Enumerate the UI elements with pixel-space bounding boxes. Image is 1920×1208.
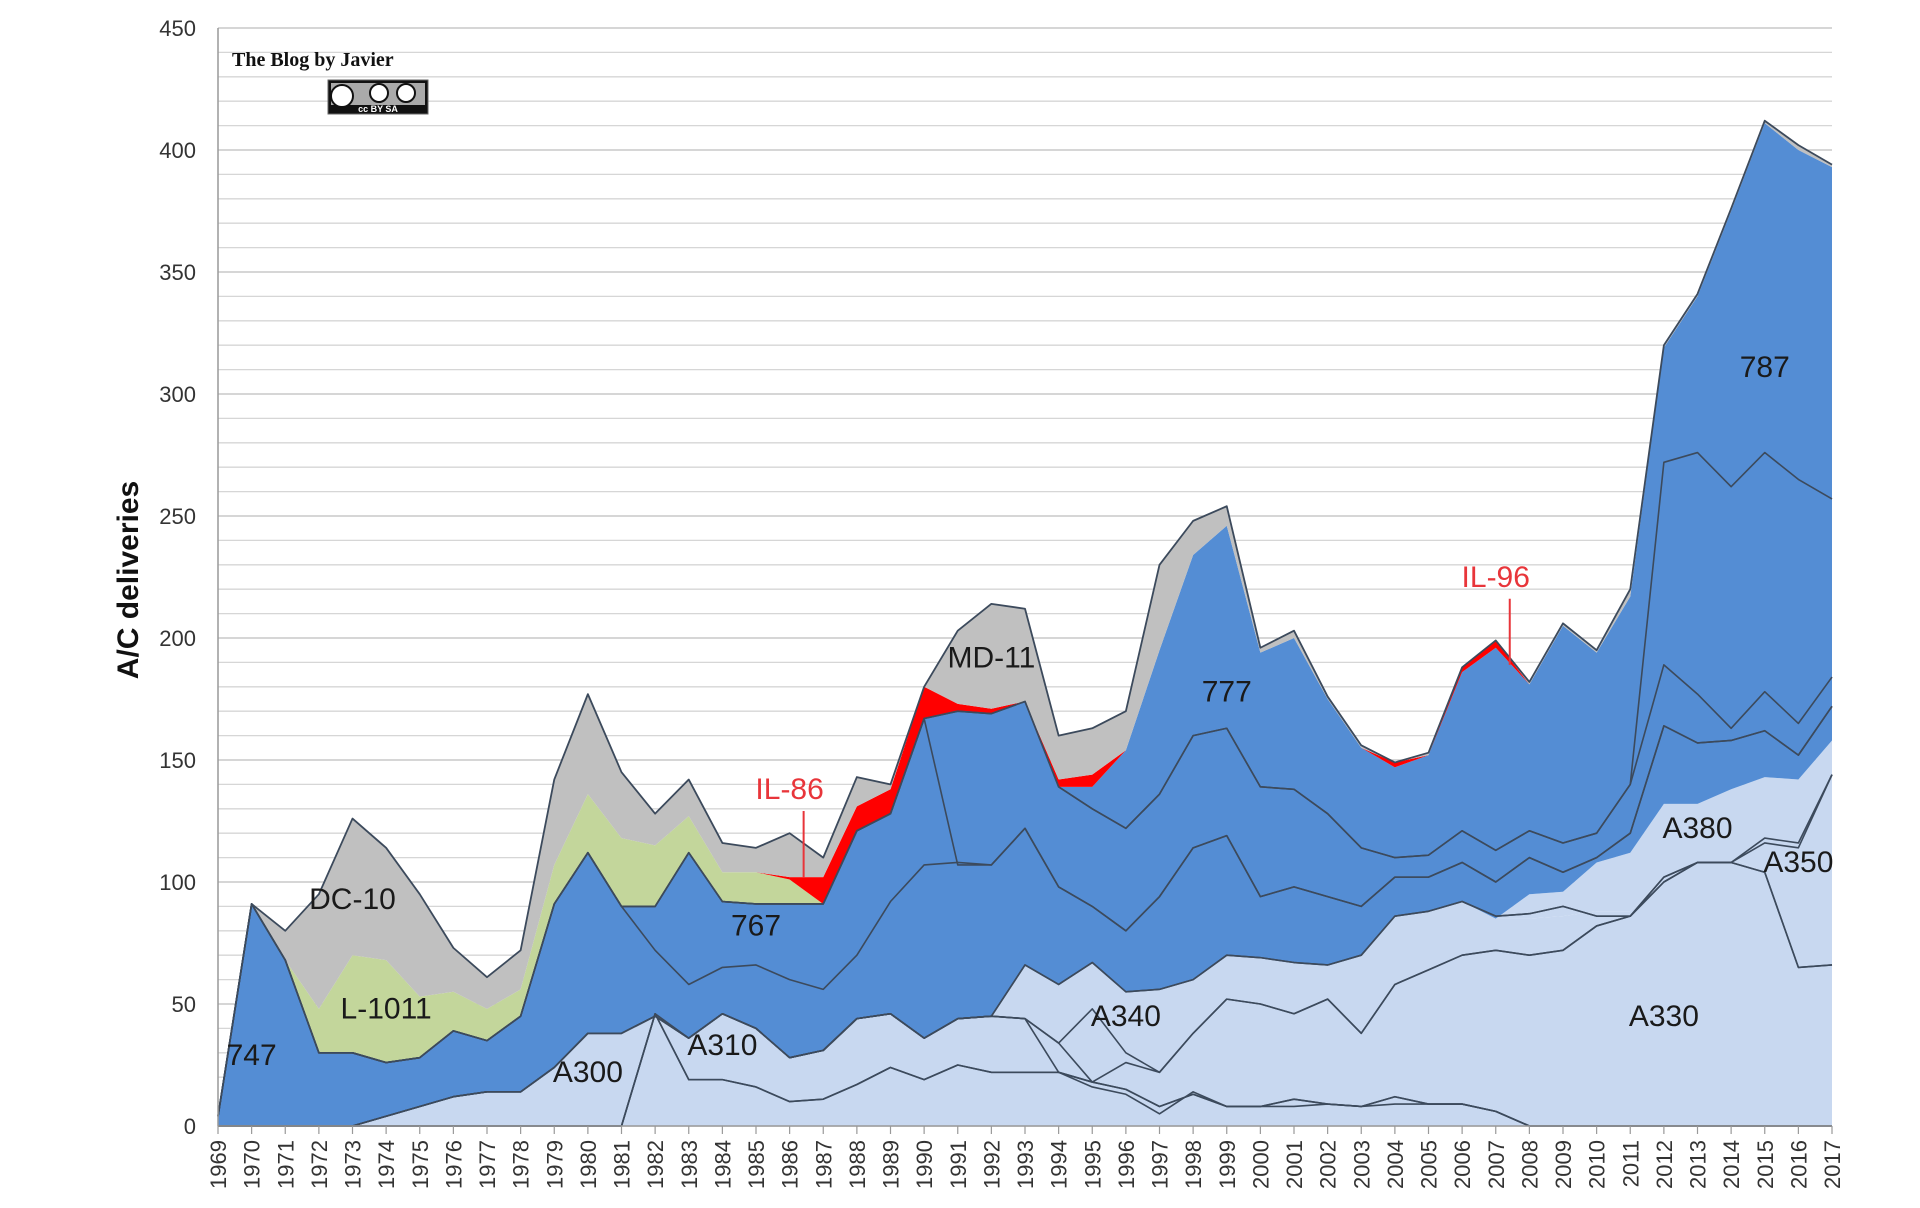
y-tick-label: 150	[159, 748, 196, 773]
x-tick-labels: 1969 1970 1971 1972 1973 1974 1975 1976 1977 1978…	[206, 1140, 1845, 1189]
area-dc-10	[218, 120, 1832, 1117]
x-tick-label: 2017	[1820, 1140, 1845, 1189]
x-tick-label: 2006	[1450, 1140, 1475, 1189]
label-md-11: MD-11	[947, 641, 1035, 674]
x-tick-label: 2012	[1652, 1140, 1677, 1189]
x-tick-label: 1985	[744, 1140, 769, 1189]
cc-badge-text: cc BY SA	[358, 104, 398, 114]
x-tick-label: 1984	[710, 1140, 735, 1189]
area-a300	[218, 857, 1832, 1126]
x-tick-label: 2009	[1551, 1140, 1576, 1189]
x-tick-label: 1973	[341, 1140, 366, 1189]
x-tick-label: 1992	[979, 1140, 1004, 1189]
x-tick-label: 1988	[845, 1140, 870, 1189]
label-il-86: IL-86	[755, 773, 823, 806]
cc-icon	[330, 84, 354, 108]
y-tick-label: 200	[159, 626, 196, 651]
area-l-1011	[218, 123, 1832, 1117]
label-767: 767	[731, 910, 781, 943]
x-tick-label: 1995	[1080, 1140, 1105, 1189]
by-icon	[369, 83, 389, 103]
y-tick-label: 50	[172, 992, 196, 1017]
x-tick-label: 2008	[1517, 1140, 1542, 1189]
x-tick-label: 2002	[1316, 1140, 1341, 1189]
x-tick-label: 2001	[1282, 1140, 1307, 1189]
y-tick-label: 400	[159, 138, 196, 163]
series-boundary-line	[217, 451, 1833, 1117]
area-747	[218, 123, 1832, 1126]
x-tick-label: 1993	[1013, 1140, 1038, 1189]
label-777: 777	[1202, 675, 1252, 708]
x-tick-label: 1981	[610, 1140, 635, 1189]
label-a350: A350	[1763, 846, 1833, 879]
area-a340	[218, 774, 1832, 1126]
outer-envelope-line	[217, 119, 1833, 1117]
x-tick-label: 2010	[1585, 1140, 1610, 1189]
label-il-96: IL-96	[1462, 561, 1530, 594]
x-tick-label: 1997	[1148, 1140, 1173, 1189]
y-tick-label: 350	[159, 260, 196, 285]
y-tick-label: 300	[159, 382, 196, 407]
x-tick-label: 1978	[509, 1140, 534, 1189]
series-labels: 747 L-1011 DC-10 A300 A310 767 IL-86 MD-11 A340 7…	[227, 351, 1834, 1089]
x-tick-label: 1980	[576, 1140, 601, 1189]
x-tick-label: 1977	[475, 1140, 500, 1189]
x-tick-label: 1971	[273, 1140, 298, 1189]
x-tick-label: 1970	[240, 1140, 265, 1189]
x-tick-label: 1983	[677, 1140, 702, 1189]
label-a300: A300	[553, 1056, 623, 1089]
x-tick-label: 2004	[1383, 1140, 1408, 1189]
x-tick-label: 2000	[1248, 1140, 1273, 1189]
x-tick-label: 2005	[1417, 1140, 1442, 1189]
label-a380: A380	[1662, 812, 1732, 845]
x-tick-label: 1989	[879, 1140, 904, 1189]
x-tick-label: 1998	[1181, 1140, 1206, 1189]
y-tick-label: 250	[159, 504, 196, 529]
x-tick-label: 1979	[542, 1140, 567, 1189]
x-tick-label: 1969	[206, 1140, 231, 1189]
y-tick-label: 0	[184, 1114, 196, 1139]
y-tick-label: 450	[159, 16, 196, 41]
x-tick-label: 2007	[1484, 1140, 1509, 1189]
label-l-1011: L-1011	[341, 993, 432, 1026]
x-tick-label: 2014	[1719, 1140, 1744, 1189]
x-tick-label: 1975	[408, 1140, 433, 1189]
x-tick-label: 1990	[912, 1140, 937, 1189]
axes	[217, 28, 1833, 1134]
x-tick-label: 1972	[307, 1140, 332, 1189]
x-tick-label: 1976	[441, 1140, 466, 1189]
label-747: 747	[227, 1039, 277, 1072]
x-tick-label: 1987	[811, 1140, 836, 1189]
x-tick-label: 2015	[1753, 1140, 1778, 1189]
label-787: 787	[1740, 351, 1790, 384]
x-tick-label: 1986	[778, 1140, 803, 1189]
x-tick-label: 2016	[1786, 1140, 1811, 1189]
x-tick-label: 2013	[1686, 1140, 1711, 1189]
label-dc-10: DC-10	[309, 883, 396, 916]
x-tick-label: 1994	[1047, 1140, 1072, 1189]
sa-icon	[396, 83, 416, 103]
x-tick-label: 1999	[1215, 1140, 1240, 1189]
watermark-text: The Blog by Javier	[232, 49, 394, 71]
y-tick-label: 100	[159, 870, 196, 895]
y-tick-labels: 0 50 100 150 200 250 300 350 400 450	[159, 16, 196, 1139]
area-layers	[218, 120, 1832, 1126]
x-tick-label: 1974	[374, 1140, 399, 1189]
x-tick-label: 1996	[1114, 1140, 1139, 1189]
y-axis-label: A/C deliveries	[112, 481, 145, 679]
cc-license-badge: cc BY SA	[327, 79, 429, 115]
label-a330: A330	[1629, 1000, 1699, 1033]
x-tick-label: 1991	[946, 1140, 971, 1189]
label-a310: A310	[687, 1029, 757, 1062]
x-tick-label: 1982	[643, 1140, 668, 1189]
label-a340: A340	[1091, 1000, 1161, 1033]
series-boundary-line	[218, 774, 1833, 1127]
x-tick-label: 2011	[1618, 1140, 1643, 1187]
x-tick-label: 2003	[1349, 1140, 1374, 1189]
